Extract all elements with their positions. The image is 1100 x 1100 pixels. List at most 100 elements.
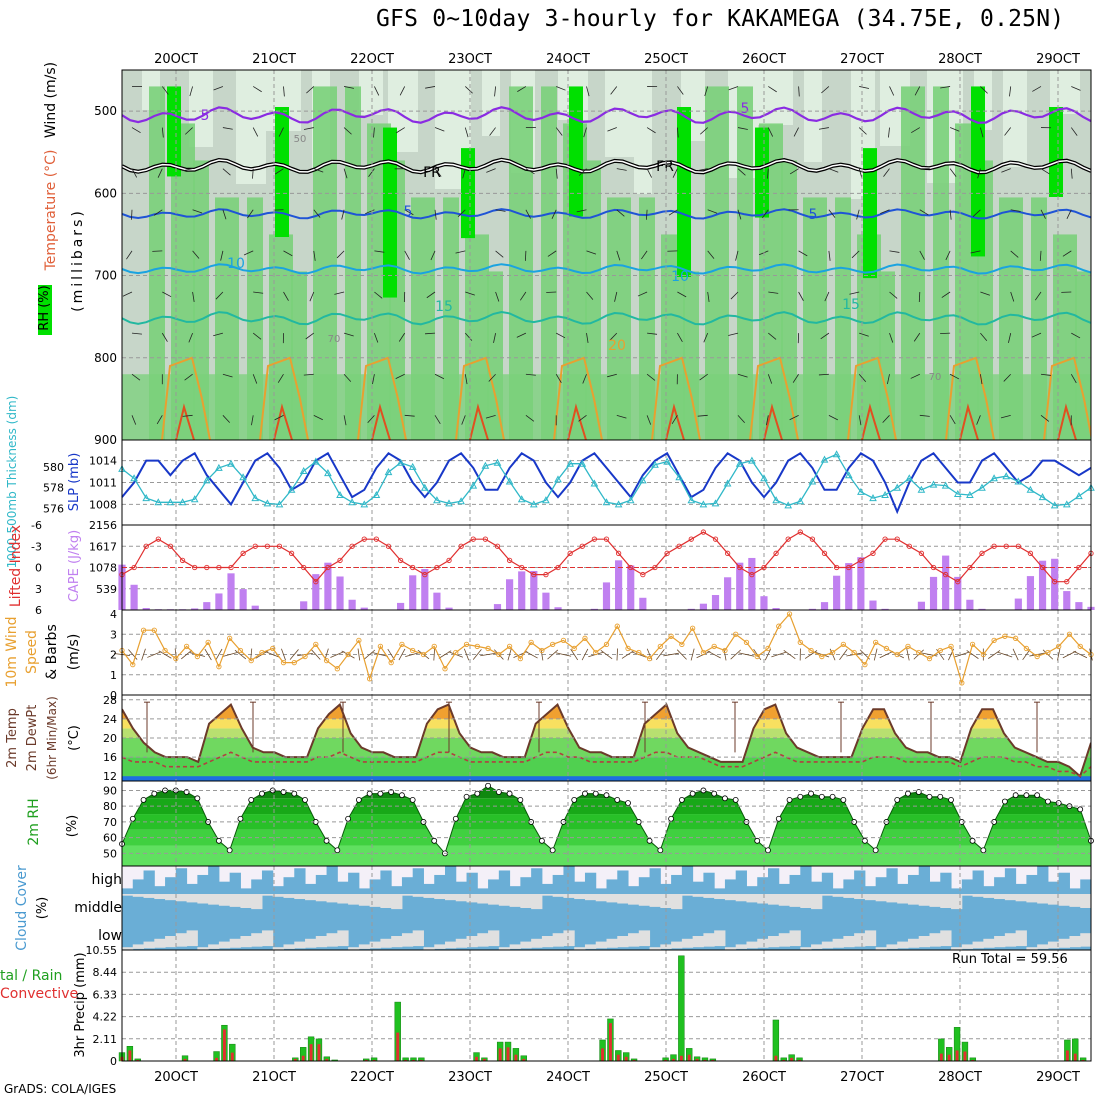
isotherm-25 xyxy=(567,403,587,440)
lifted-index-marker xyxy=(1064,579,1070,585)
slp-tick-label: 1011 xyxy=(89,477,117,490)
rh-marker xyxy=(614,796,621,803)
wind-barb-10m xyxy=(707,650,721,659)
cloud-high-bar xyxy=(251,879,263,894)
thickness-marker xyxy=(408,462,417,470)
isotherm-25 xyxy=(665,403,685,440)
lifted-index-marker xyxy=(301,564,307,571)
wind-barb-10m xyxy=(357,648,361,661)
wind-barb xyxy=(368,168,375,177)
precip-tick-label: 6.33 xyxy=(93,988,118,1001)
cape-bar xyxy=(1038,560,1047,610)
rh-moist-column xyxy=(933,86,949,440)
wind-barb xyxy=(949,373,960,380)
cloud-high-bar xyxy=(498,870,511,894)
wind-barb xyxy=(616,168,627,171)
cloud-mid-gap xyxy=(811,894,823,910)
wind-barb-10m xyxy=(215,648,223,661)
precip-convective-bar xyxy=(364,1059,368,1061)
cloud-high-bar xyxy=(283,877,295,894)
wind-barb-10m xyxy=(1012,648,1019,661)
wind-barb-10m xyxy=(222,652,238,657)
cloud-low-gap xyxy=(800,947,812,950)
precip-convective-bar xyxy=(325,1058,329,1061)
wind-barb xyxy=(126,250,133,260)
cloud-axis-label: Cloud Cover xyxy=(14,865,30,951)
cloud-high-bar xyxy=(1015,883,1027,894)
wind-barb xyxy=(213,86,224,91)
cloud-high-bar xyxy=(423,883,435,894)
isotherm-25 xyxy=(371,403,391,440)
wind-barb-10m xyxy=(690,648,695,661)
wind-barb xyxy=(367,415,375,424)
wind-barb xyxy=(556,332,566,339)
cloud-low-gap xyxy=(972,941,984,949)
wind10-marker xyxy=(1023,645,1030,652)
lifted-index-marker xyxy=(470,536,476,542)
wind-barb xyxy=(1070,127,1078,136)
wind-barb xyxy=(818,373,829,376)
cloud-low-gap xyxy=(261,930,274,947)
cape-bar xyxy=(699,603,707,610)
wind-barb xyxy=(488,373,496,382)
wind-barb xyxy=(303,127,314,130)
wind-barb xyxy=(283,86,285,97)
cloud-high-bar xyxy=(918,866,930,894)
cape-bar xyxy=(506,579,514,610)
thickness-marker xyxy=(626,496,635,504)
wind-barb xyxy=(516,332,527,338)
wind-barb-10m xyxy=(997,651,1013,658)
precip-convective-bar xyxy=(664,1059,668,1061)
lifted-index-marker xyxy=(131,564,137,571)
contour-label: 5 xyxy=(201,108,210,124)
wind10-tick-label: 0 xyxy=(110,689,117,702)
wind-barb xyxy=(1070,168,1073,179)
rh-moist-column xyxy=(585,160,601,440)
lifted-index-marker xyxy=(276,543,283,549)
x-tick-label-top: 21OCT xyxy=(252,52,296,67)
cape-bar xyxy=(421,568,429,610)
thickness-marker xyxy=(311,457,320,465)
x-tick-label-top: 26OCT xyxy=(742,52,786,67)
precip-convective-bar xyxy=(404,1059,408,1061)
thickness-marker xyxy=(663,457,671,465)
rh-marker xyxy=(248,796,255,803)
wind-barb xyxy=(768,332,777,340)
wind-barb xyxy=(157,168,163,178)
wind-barb xyxy=(313,168,324,173)
lifted-index-marker xyxy=(1039,564,1046,571)
lifted-index-marker xyxy=(252,543,258,549)
wind-barb xyxy=(252,86,262,93)
cape-bar xyxy=(736,562,744,610)
cloud-mid-gap xyxy=(789,894,801,907)
wind-barb xyxy=(555,168,558,179)
thickness-marker xyxy=(275,500,284,508)
thickness-marker xyxy=(735,459,744,467)
cloud-mid-gap xyxy=(961,894,974,896)
thickness-marker xyxy=(372,490,381,498)
wind-barb xyxy=(703,332,709,343)
cloud-mid-gap xyxy=(929,894,941,907)
rh-legend-swatch xyxy=(38,285,52,335)
cloud-high-bar xyxy=(1058,872,1070,894)
precip-convective-bar xyxy=(498,1048,502,1061)
cloud-low-gap xyxy=(466,936,478,948)
wind-barb xyxy=(404,209,414,216)
wind-barb xyxy=(430,250,436,261)
rh-marker xyxy=(237,815,244,822)
lifted-index-marker xyxy=(1052,579,1058,585)
x-tick-label-top: 27OCT xyxy=(840,52,884,67)
temp-axis-label-2: 2m DewPt xyxy=(25,705,40,772)
cloud-high-bar xyxy=(305,883,317,894)
thickness-tick-label: 578 xyxy=(43,482,64,495)
cloud-low-gap xyxy=(531,938,543,948)
cloud-low-gap xyxy=(961,944,974,949)
wind-barb xyxy=(182,414,193,417)
wind10-marker xyxy=(840,641,847,648)
cape-bar xyxy=(820,602,829,610)
wind-barb xyxy=(253,291,264,294)
lifted-index-marker xyxy=(531,571,537,578)
cape-bar xyxy=(1014,598,1022,610)
cloud-low-gap xyxy=(907,938,920,948)
cape-bar xyxy=(845,563,853,610)
